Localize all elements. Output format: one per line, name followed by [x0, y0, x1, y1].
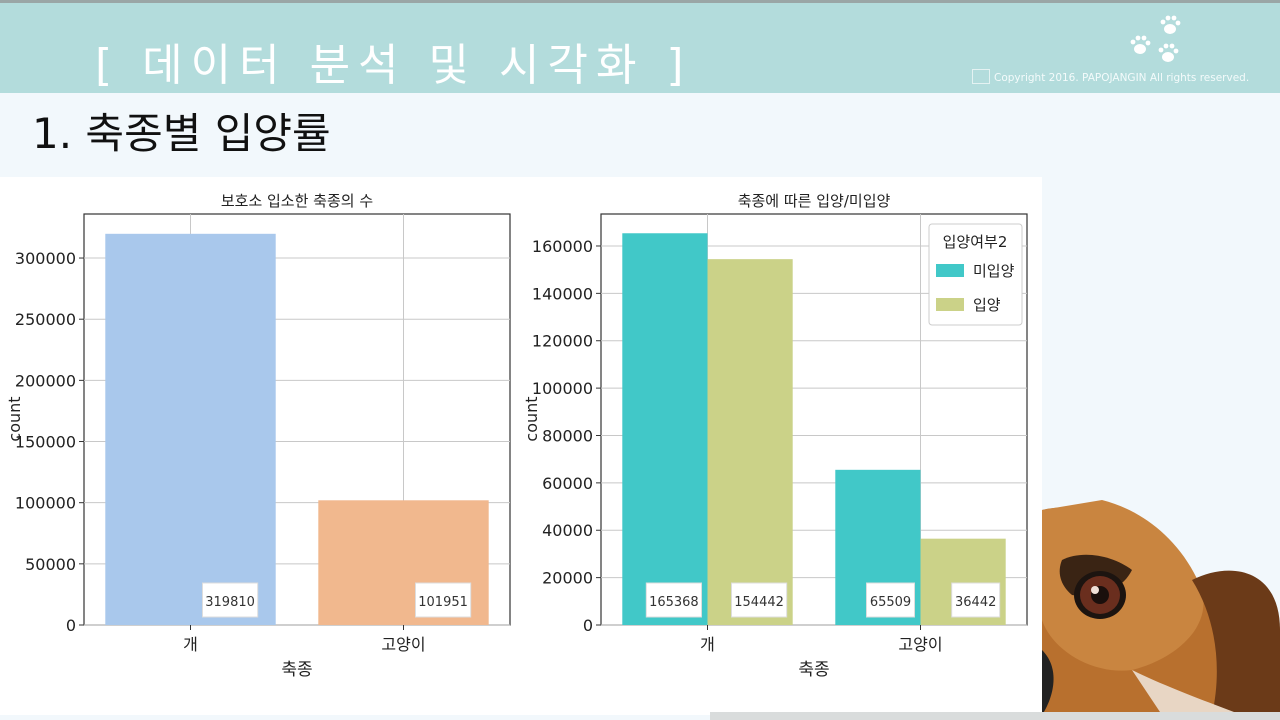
data-label-box [202, 582, 259, 618]
y-tick-label: 140000 [532, 284, 593, 303]
chart-species-count: 0 50000 100000 150000 200000 250000 300000 개 고양… [5, 192, 511, 680]
y-axis-label: count [5, 396, 24, 441]
slide-title: [ 데이터 분석 및 시각화 ] [95, 40, 692, 91]
data-label: 65509 [870, 595, 911, 610]
x-axis-label: 축종 [798, 660, 829, 680]
data-label: 165368 [649, 595, 699, 610]
data-label: 101951 [418, 595, 468, 610]
data-label-box [866, 582, 915, 618]
y-tick-label: 160000 [532, 237, 593, 256]
dog-photo [1042, 500, 1280, 715]
legend: 입양여부2 미입양 입양 [928, 223, 1023, 326]
y-axis-label: count [522, 396, 541, 441]
chart-title: 축종에 따른 입양/미입양 [738, 192, 891, 210]
legend-title: 입양여부2 [943, 233, 1008, 251]
bar [105, 233, 276, 625]
data-label: 36442 [955, 595, 996, 610]
copyright-text: Copyright 2016. PAPOJANGIN All rights re… [994, 72, 1250, 84]
y-tick-label: 0 [583, 616, 593, 635]
legend-swatch-adopted [936, 298, 964, 311]
data-label-box [645, 582, 702, 618]
x-axis-label: 축종 [281, 660, 312, 680]
chart-panel: 0 50000 100000 150000 200000 250000 300000 개 고양… [0, 177, 1042, 715]
data-label: 154442 [734, 595, 784, 610]
y-tick-label: 0 [66, 616, 76, 635]
y-tick-label: 120000 [532, 332, 593, 351]
x-tick-label: 개 [700, 635, 715, 654]
section-title: 1. 축종별 입양률 [32, 109, 331, 158]
y-tick-label: 100000 [15, 494, 76, 513]
y-tick-label: 50000 [25, 555, 76, 574]
bar [622, 233, 708, 625]
copyright-notice: Copyright 2016. PAPOJANGIN All rights re… [972, 69, 1249, 84]
y-tick-label: 300000 [15, 249, 76, 268]
bottom-strip [710, 712, 1280, 720]
legend-label-adopted: 입양 [973, 296, 1001, 314]
paw-prints-icon [1130, 15, 1181, 62]
y-tick-label: 250000 [15, 310, 76, 329]
y-tick-label: 80000 [542, 426, 593, 445]
x-tick-label: 고양이 [898, 635, 942, 654]
y-tick-label: 40000 [542, 521, 593, 540]
data-label-box [415, 582, 472, 618]
y-tick-label: 100000 [532, 379, 593, 398]
y-tick-label: 200000 [15, 371, 76, 390]
legend-swatch-not-adopted [936, 264, 964, 277]
chart-title: 보호소 입소한 축종의 수 [221, 192, 373, 210]
y-tick-label: 20000 [542, 569, 593, 588]
x-tick-label: 개 [183, 635, 198, 654]
bar [707, 259, 793, 625]
data-label: 319810 [205, 595, 255, 610]
data-label-box [731, 582, 788, 618]
logo-box-icon [972, 69, 990, 84]
x-tick-label: 고양이 [381, 635, 425, 654]
data-label-box [951, 582, 1001, 618]
header-bar: [ 데이터 분석 및 시각화 ] Copyright 2016. PAPOJAN… [0, 0, 1280, 93]
y-tick-label: 60000 [542, 474, 593, 493]
legend-label-not-adopted: 미입양 [973, 262, 1015, 280]
chart-adoption-by-species: 0 20000 40000 60000 80000 100000 120000 140000 1… [522, 192, 1028, 680]
y-tick-label: 150000 [15, 433, 76, 452]
